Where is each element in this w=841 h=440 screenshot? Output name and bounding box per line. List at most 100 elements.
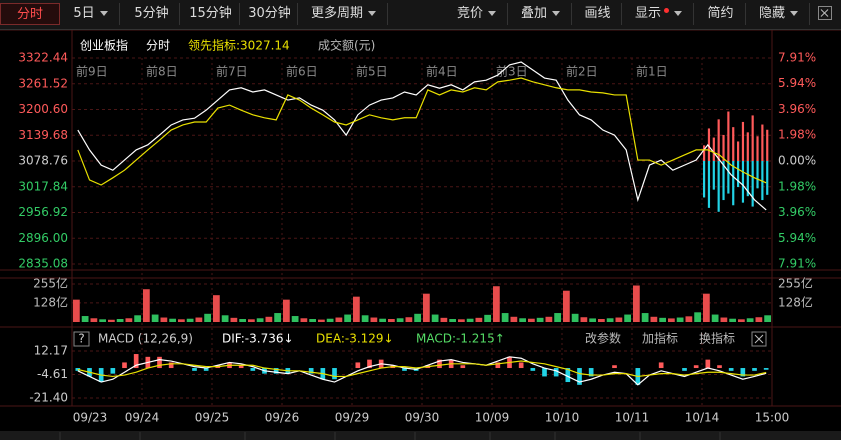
breadth-bar xyxy=(712,161,715,190)
macd-bar xyxy=(460,365,466,369)
day-label: 前1日 xyxy=(636,64,668,79)
macd-bar xyxy=(693,365,699,369)
toolbar-label: 画线 xyxy=(584,6,611,21)
macd-bar xyxy=(238,365,244,369)
volume-bar xyxy=(685,316,693,322)
volume-bar xyxy=(414,313,421,322)
volume-bar xyxy=(99,319,106,322)
macd-bar xyxy=(110,368,116,374)
breadth-bar xyxy=(712,137,715,161)
x-tick-label: 15:00 xyxy=(755,411,790,425)
volume-bar xyxy=(641,313,649,322)
indicator-button[interactable]: 换指标 xyxy=(699,331,735,346)
day-label: 前5日 xyxy=(356,64,388,79)
volume-bar xyxy=(545,316,553,322)
macd-bar xyxy=(192,368,197,371)
tool-button[interactable]: 隐藏 xyxy=(748,3,810,25)
period-tab[interactable]: 5分钟 xyxy=(124,3,180,25)
tool-button[interactable]: 显示 xyxy=(624,3,694,25)
bottom-tabs xyxy=(0,431,841,440)
volume-bar xyxy=(213,295,220,322)
indicator-close[interactable] xyxy=(751,331,767,347)
volume-bar xyxy=(186,318,194,322)
help-icon: ? xyxy=(78,332,84,346)
volume-bar xyxy=(90,318,98,322)
line xyxy=(77,61,767,211)
y-tick-label: -4.61 xyxy=(37,367,68,381)
y-tick-label: 2835.08 xyxy=(18,257,68,271)
period-tab[interactable]: 分时 xyxy=(0,3,60,25)
volume-bar xyxy=(326,318,334,322)
macd-bar xyxy=(553,368,559,377)
tool-button[interactable]: 竞价 xyxy=(446,3,508,25)
breadth-bar xyxy=(703,145,706,161)
breadth-bar xyxy=(751,161,754,207)
close-button[interactable] xyxy=(818,6,832,20)
breadth-bar xyxy=(727,111,730,161)
x-tick-label: 09/23 xyxy=(73,411,108,425)
macd-bar xyxy=(495,362,501,369)
day-label: 前2日 xyxy=(566,64,598,79)
y2-tick-label: 3.96% xyxy=(778,205,816,219)
period-tab[interactable]: 15分钟 xyxy=(182,3,240,25)
volume-bar xyxy=(650,316,658,322)
indicator-button[interactable]: 改参数 xyxy=(585,331,621,346)
y-tick-label: 3017.84 xyxy=(18,179,68,193)
tool-button[interactable]: 简约 xyxy=(696,3,746,25)
volume-bar xyxy=(396,318,404,322)
macd-bar xyxy=(308,368,314,374)
indicator-label: MACD (12,26,9) xyxy=(98,332,193,346)
y2-tick-label: 1.98% xyxy=(778,179,816,193)
y2-tick-label: 255亿 xyxy=(778,276,813,291)
volume-bar xyxy=(624,314,631,322)
volume-bar xyxy=(169,318,176,322)
legend-item: 创业板指 xyxy=(80,38,128,53)
breadth-bar xyxy=(746,161,749,197)
indicator-button[interactable]: 加指标 xyxy=(642,331,678,346)
toolbar-label: 竞价 xyxy=(456,6,483,21)
macd-bar xyxy=(367,359,372,369)
volume-bar xyxy=(764,315,771,322)
breadth-bar xyxy=(722,134,725,161)
volume-bar xyxy=(81,316,89,322)
tool-button[interactable]: 叠加 xyxy=(510,3,572,25)
macd-bar xyxy=(168,362,174,369)
x-tick-label: 10/10 xyxy=(545,411,580,425)
volume-bar xyxy=(598,319,605,322)
macd-bar xyxy=(437,359,442,369)
volume-bar xyxy=(493,286,500,322)
y-tick-label: 128亿 xyxy=(33,294,68,309)
volume-bar xyxy=(755,317,763,322)
volume-bar xyxy=(554,313,561,322)
period-tab[interactable]: 5日 xyxy=(62,3,120,25)
volume-bar xyxy=(265,316,273,322)
volume-bar xyxy=(300,318,308,322)
volume-bar xyxy=(571,313,579,322)
toolbar-label: 5日 xyxy=(73,6,95,21)
macd-bar xyxy=(203,368,209,371)
macd-bar xyxy=(658,362,664,369)
volume-bar xyxy=(720,317,728,322)
macd-bar xyxy=(763,368,769,370)
toolbar-label: 5分钟 xyxy=(134,6,169,21)
period-tab[interactable]: 更多周期 xyxy=(300,3,388,25)
volume-bar xyxy=(151,314,159,322)
volume-bar xyxy=(431,314,439,322)
tool-button[interactable]: 画线 xyxy=(574,3,622,25)
period-tab[interactable]: 30分钟 xyxy=(242,3,298,25)
y-tick-label: 3139.68 xyxy=(18,128,68,142)
breadth-bar xyxy=(766,161,769,195)
toolbar-label: 30分钟 xyxy=(248,6,291,21)
macd-bar xyxy=(565,368,571,383)
x-tick-label: 09/25 xyxy=(195,411,230,425)
breadth-bar xyxy=(732,127,735,161)
volume-bar xyxy=(239,319,246,322)
macd-bar xyxy=(122,362,127,369)
macd-bar xyxy=(577,368,582,385)
volume-bar xyxy=(195,317,203,322)
toolbar-label: 简约 xyxy=(707,6,734,21)
toolbar-label: 分时 xyxy=(16,7,43,22)
volume-bar xyxy=(510,316,518,322)
volume-bar xyxy=(379,318,386,322)
